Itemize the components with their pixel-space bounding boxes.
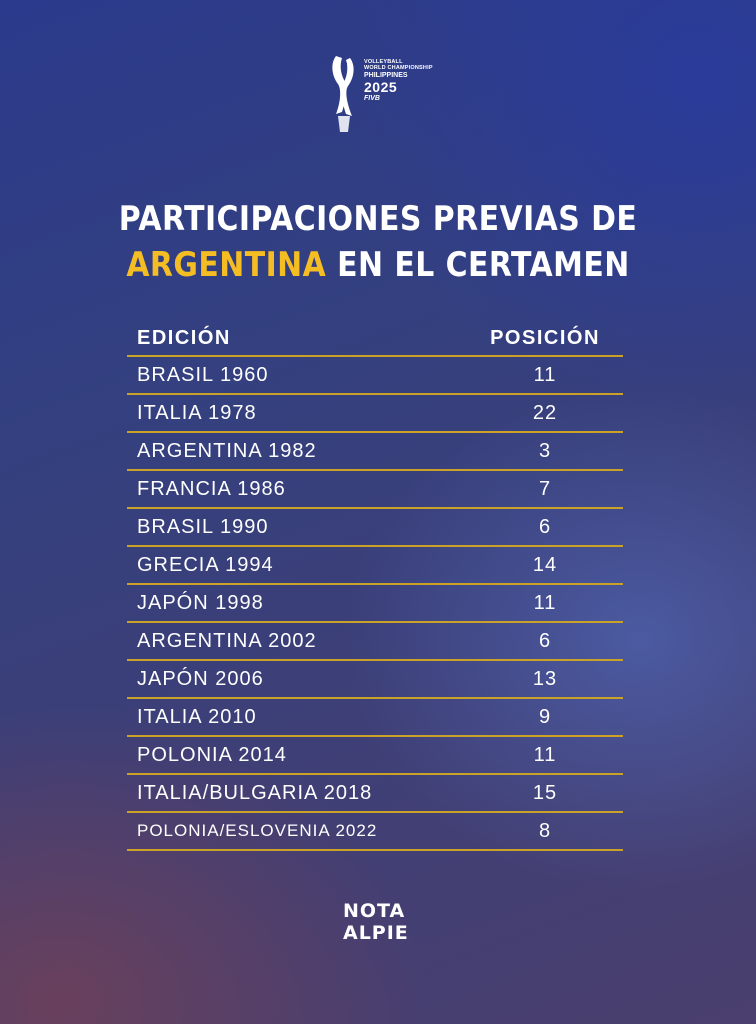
table-body: BRASIL 1960 11 ITALIA 1978 22 ARGENTINA 1982… [127, 357, 623, 851]
edition-cell: ITALIA 2010 [137, 705, 257, 728]
edition-cell: ARGENTINA 2002 [137, 629, 317, 652]
edition-cell: POLONIA/ESLOVENIA 2022 [137, 821, 378, 840]
championship-logo: VOLLEYBALL WORLD CHAMPIONSHIP PHILIPPINE… [328, 54, 438, 136]
table-row: BRASIL 1960 11 [127, 357, 623, 395]
table-row: POLONIA/ESLOVENIA 2022 8 [127, 813, 623, 851]
position-cell: 14 [532, 553, 558, 576]
logo-wordmark: VOLLEYBALL WORLD CHAMPIONSHIP PHILIPPINE… [364, 59, 433, 102]
position-cell: 15 [532, 781, 558, 804]
position-cell: 3 [538, 439, 552, 462]
edition-cell: ITALIA 1978 [137, 401, 257, 424]
position-cell: 9 [538, 705, 552, 728]
logo-line-philippines: PHILIPPINES [364, 72, 408, 79]
position-cell: 7 [538, 477, 552, 500]
position-cell: 11 [533, 363, 557, 386]
edition-cell: ITALIA/BULGARIA 2018 [137, 781, 373, 804]
table-row: JAPÓN 2006 13 [127, 661, 623, 699]
volleyball-player-icon [332, 56, 354, 132]
edition-cell: JAPÓN 2006 [137, 667, 264, 690]
position-cell: 8 [538, 819, 552, 842]
header-edition: EDICIÓN [137, 327, 231, 349]
footer-logo-line-2: ALPIE [343, 922, 409, 944]
table-row: ITALIA 1978 22 [127, 395, 623, 433]
edition-cell: POLONIA 2014 [137, 743, 287, 766]
edition-cell: ARGENTINA 1982 [137, 439, 317, 462]
participations-table: EDICIÓN POSICIÓN BRASIL 1960 11 ITALIA 197… [127, 322, 623, 851]
title-line-2-rest: EN EL CERTAMEN [326, 245, 630, 285]
table-header: EDICIÓN POSICIÓN [127, 322, 623, 357]
header-position: POSICIÓN [490, 327, 600, 349]
position-cell: 13 [532, 667, 558, 690]
position-cell: 6 [538, 515, 552, 538]
position-cell: 11 [533, 591, 557, 614]
table-row: GRECIA 1994 14 [127, 547, 623, 585]
title-highlight-country: ARGENTINA [126, 245, 327, 285]
edition-cell: BRASIL 1990 [137, 515, 269, 538]
table-row: ARGENTINA 1982 3 [127, 433, 623, 471]
logo-line-year: 2025 [364, 79, 398, 95]
logo-line-volleyball: VOLLEYBALL [364, 59, 403, 65]
table-row: FRANCIA 1986 7 [127, 471, 623, 509]
logo-line-world-championship: WORLD CHAMPIONSHIP [364, 64, 433, 71]
page-title-line-2: ARGENTINA EN EL CERTAMEN [45, 242, 710, 288]
logo-line-fivb: FIVB [364, 95, 380, 102]
nota-alpie-logo: NOTA ALPIE [343, 900, 413, 946]
position-cell: 11 [533, 743, 557, 766]
edition-cell: JAPÓN 1998 [137, 591, 264, 614]
page-title-line-1: PARTICIPACIONES PREVIAS DE [118, 199, 638, 239]
table-row: ITALIA 2010 9 [127, 699, 623, 737]
edition-cell: GRECIA 1994 [137, 553, 274, 576]
edition-cell: FRANCIA 1986 [137, 477, 286, 500]
table-row: BRASIL 1990 6 [127, 509, 623, 547]
table-row: JAPÓN 1998 11 [127, 585, 623, 623]
footer-logo-line-1: NOTA [343, 900, 406, 922]
position-cell: 6 [538, 629, 552, 652]
table-row: ARGENTINA 2002 6 [127, 623, 623, 661]
edition-cell: BRASIL 1960 [137, 363, 269, 386]
table-row: ITALIA/BULGARIA 2018 15 [127, 775, 623, 813]
position-cell: 22 [532, 401, 558, 424]
table-row: POLONIA 2014 11 [127, 737, 623, 775]
